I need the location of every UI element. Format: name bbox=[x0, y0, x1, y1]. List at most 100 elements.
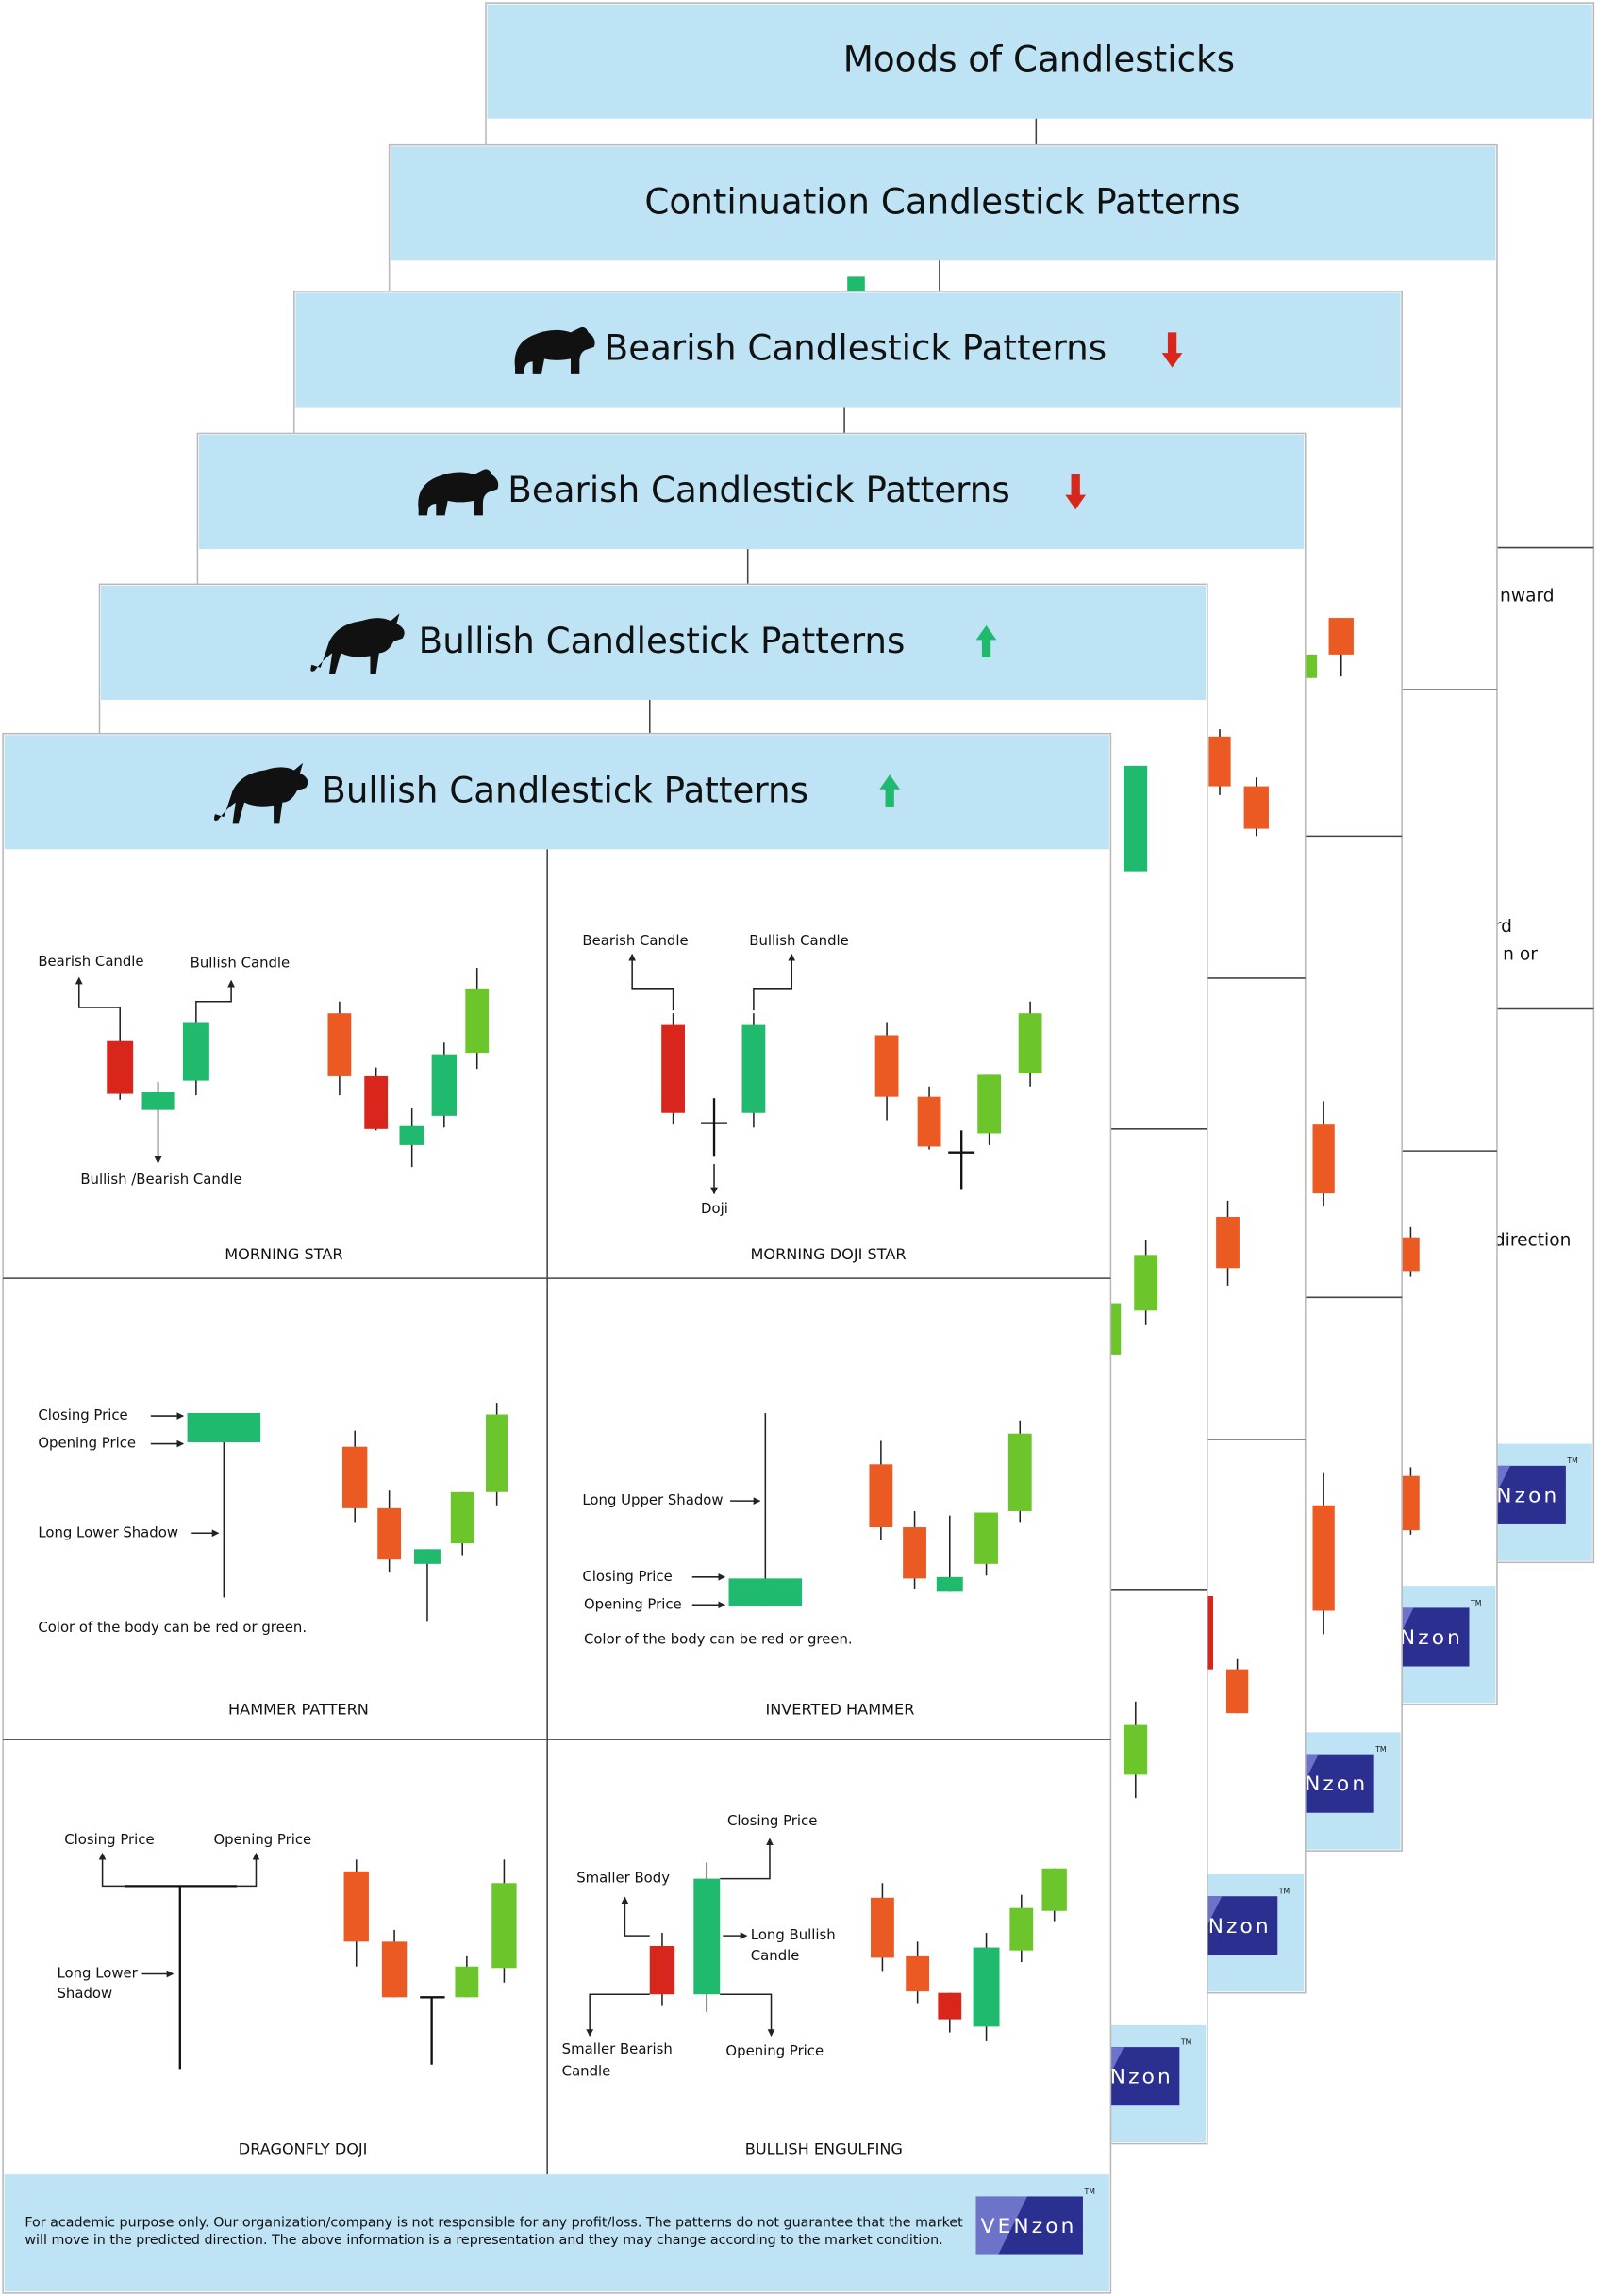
candle-body bbox=[486, 1414, 508, 1492]
poster-title: Moods of Candlesticks bbox=[843, 39, 1235, 80]
candle-body bbox=[377, 1507, 402, 1560]
candle-body bbox=[450, 1491, 474, 1544]
candle-body bbox=[1007, 1433, 1032, 1511]
poster-title: Bearish Candlestick Patterns bbox=[605, 326, 1107, 368]
label: Bearish Candle bbox=[582, 932, 688, 949]
label: Closing Price bbox=[727, 1812, 817, 1829]
label: Doji bbox=[701, 1200, 728, 1217]
candle-body bbox=[1402, 1475, 1420, 1531]
disclaimer: For academic purpose only. Our organizat… bbox=[25, 2215, 963, 2230]
trademark: TM bbox=[1470, 1599, 1481, 1607]
candle-body bbox=[1216, 1216, 1240, 1269]
trademark: TM bbox=[1566, 1456, 1577, 1465]
trademark: TM bbox=[1084, 2188, 1095, 2196]
candle-body bbox=[431, 1054, 457, 1116]
label: Bullish Candle bbox=[191, 954, 291, 971]
poster-header bbox=[4, 735, 1109, 850]
logo: VENzon bbox=[981, 2215, 1077, 2238]
candle-body bbox=[938, 1992, 962, 2020]
candle-body bbox=[182, 1022, 209, 1081]
candle-body bbox=[1328, 618, 1354, 655]
pattern-name: MORNING DOJI STAR bbox=[750, 1245, 906, 1263]
candle-body bbox=[327, 1013, 352, 1076]
direction-arrow bbox=[1065, 474, 1087, 510]
candle-body bbox=[661, 1024, 685, 1113]
candle-body bbox=[1402, 1237, 1420, 1272]
label: Long Upper Shadow bbox=[582, 1491, 723, 1508]
pattern-name: MORNING STAR bbox=[225, 1245, 342, 1263]
candle-body bbox=[973, 1947, 1000, 2027]
label: Long Bullish bbox=[751, 1926, 836, 1943]
trademark: TM bbox=[1180, 2038, 1191, 2046]
candle-body bbox=[1108, 1303, 1122, 1355]
label: Opening Price bbox=[584, 1595, 682, 1612]
front-poster-content: Bearish Candle Bullish Candle Bullish /B… bbox=[25, 932, 1067, 2248]
label: Candle bbox=[562, 2062, 611, 2079]
poster-title: Bullish Candlestick Patterns bbox=[322, 769, 808, 810]
disclaimer: will move in the predicted direction. Th… bbox=[25, 2233, 942, 2248]
candle-body bbox=[871, 1897, 894, 1958]
label: Bullish Candle bbox=[749, 932, 849, 949]
candle-body bbox=[1312, 1124, 1335, 1194]
candles bbox=[107, 968, 1067, 2070]
candle-body bbox=[1018, 1013, 1042, 1073]
candle-body bbox=[187, 1412, 261, 1443]
candle-body bbox=[342, 1446, 368, 1508]
candle-body bbox=[1208, 736, 1231, 787]
poster-title: Continuation Candlestick Patterns bbox=[644, 180, 1240, 222]
bear-icon bbox=[418, 469, 499, 516]
candle-body bbox=[414, 1549, 441, 1564]
label: Candle bbox=[751, 1947, 800, 1964]
candle-body bbox=[906, 1955, 930, 1992]
label: Opening Price bbox=[38, 1435, 136, 1452]
bull-icon bbox=[310, 613, 405, 674]
candle-body bbox=[1134, 1255, 1158, 1311]
label: Bullish /Bearish Candle bbox=[80, 1171, 241, 1188]
label: Smaller Body bbox=[576, 1870, 670, 1887]
poster-sheet bbox=[2, 732, 1112, 2294]
candle-body bbox=[1009, 1907, 1034, 1951]
candle-body bbox=[399, 1125, 424, 1145]
text-fragment: nward bbox=[1500, 586, 1555, 606]
candle-body bbox=[649, 1946, 675, 1995]
label: Closing Price bbox=[582, 1568, 672, 1585]
label: Smaller Bearish bbox=[562, 2040, 673, 2057]
poster-header bbox=[198, 435, 1305, 550]
candle-body bbox=[1041, 1868, 1067, 1911]
candle-body bbox=[977, 1074, 1002, 1134]
text-fragment: rd bbox=[1494, 917, 1512, 937]
pattern-name: HAMMER PATTERN bbox=[228, 1701, 369, 1719]
label: Closing Price bbox=[38, 1406, 127, 1423]
candle-body bbox=[869, 1464, 893, 1528]
candle-body bbox=[1207, 1596, 1214, 1670]
candle-body bbox=[728, 1578, 803, 1606]
candle-body bbox=[491, 1883, 517, 1969]
candle-body bbox=[741, 1024, 766, 1113]
poster-footer bbox=[4, 2174, 1109, 2292]
candle-body bbox=[1225, 1669, 1249, 1714]
label: Long Lower bbox=[57, 1964, 138, 1981]
candle-body bbox=[974, 1512, 998, 1564]
candle-body bbox=[903, 1527, 926, 1579]
pattern-name: INVERTED HAMMER bbox=[765, 1701, 914, 1719]
candle-body bbox=[936, 1576, 963, 1592]
trademark: TM bbox=[1278, 1888, 1290, 1896]
text-fragment: n or bbox=[1503, 945, 1538, 965]
candle-body bbox=[1124, 1724, 1148, 1775]
poster-header bbox=[295, 292, 1401, 408]
candle-body bbox=[107, 1040, 134, 1094]
connectors bbox=[75, 953, 796, 2037]
label: Shadow bbox=[57, 1985, 112, 2002]
candle-body bbox=[874, 1035, 899, 1097]
label: Opening Price bbox=[213, 1831, 311, 1848]
poster: VENzon TM Bullish Candlestick Patterns bbox=[2, 732, 1112, 2294]
label: Bearish Candle bbox=[38, 953, 143, 970]
bear-icon bbox=[514, 326, 595, 374]
direction-arrow bbox=[879, 774, 901, 807]
candle-body bbox=[381, 1941, 408, 1998]
pattern-name: DRAGONFLY DOJI bbox=[239, 2139, 368, 2157]
candle-body bbox=[693, 1878, 721, 1995]
